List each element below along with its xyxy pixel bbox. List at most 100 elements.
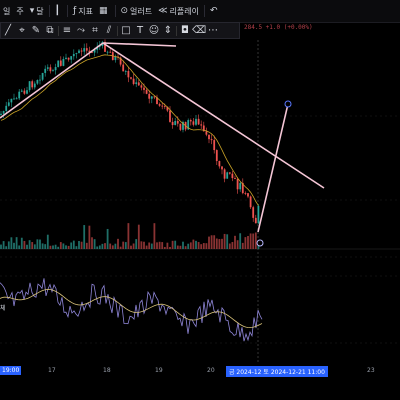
volume-bar <box>226 234 229 249</box>
candle-body <box>18 91 21 99</box>
trendline <box>257 103 289 233</box>
toolbar-item-2[interactable]: ▾ 달 <box>27 0 47 22</box>
text-icon[interactable]: T <box>136 25 144 36</box>
toolbar-item-0[interactable]: 일 <box>0 0 13 22</box>
bottom-blank-area <box>0 378 400 400</box>
candle-body <box>122 64 125 72</box>
volume-bars <box>0 223 260 249</box>
candle-body <box>83 48 86 52</box>
more-icon[interactable]: ⋯ <box>208 25 218 36</box>
cursor-icon[interactable]: ⌖ <box>19 25 25 36</box>
toolbar-item-1[interactable]: 주 <box>13 0 26 22</box>
volume-bar <box>83 225 86 249</box>
gann-icon[interactable]: ⌗ <box>92 25 98 36</box>
volume-bar <box>41 243 44 249</box>
candle-body <box>213 140 216 151</box>
volume-bar <box>62 243 65 249</box>
volume-bar <box>174 240 177 249</box>
candle-body <box>57 60 60 68</box>
time-axis-label: 17 <box>48 367 56 374</box>
toolbar-separator <box>204 5 206 17</box>
trendline-drawings[interactable] <box>0 42 325 247</box>
candle-body <box>91 52 93 54</box>
candle-body <box>241 182 244 194</box>
toolbar-item-label: 지표 <box>78 6 93 16</box>
candle-body <box>223 169 226 179</box>
volume-bar <box>205 243 208 249</box>
volume-bar <box>46 234 49 249</box>
candle-body <box>78 50 80 54</box>
candle-body <box>148 93 151 99</box>
candle-body <box>236 178 239 190</box>
time-axis-label: 20 <box>207 367 215 374</box>
volume-bar <box>208 236 210 249</box>
channel-icon[interactable]: ⫽ <box>106 25 112 36</box>
candle-body <box>163 105 166 107</box>
candle-body <box>106 51 109 53</box>
oscillator-panel <box>0 278 263 342</box>
rectangle-icon[interactable]: □ <box>121 25 131 36</box>
trendline-handle <box>284 100 292 108</box>
candle-body <box>234 178 236 179</box>
candle-body <box>257 205 260 224</box>
toolbar-separator <box>48 5 50 17</box>
volume-bar <box>0 244 2 249</box>
volume-bar <box>13 242 15 249</box>
brush-icon[interactable]: ✎ <box>31 25 41 36</box>
candle-body <box>31 81 34 88</box>
toolbar-item-6[interactable]: ⊙ 얼러트 <box>118 0 156 22</box>
trash-icon[interactable]: ⌫ <box>191 25 207 36</box>
volume-bar <box>241 242 244 249</box>
candle-body <box>72 54 75 57</box>
volume-bar <box>85 242 88 249</box>
time-axis[interactable]: 17 18 19 20 23 <box>0 364 400 378</box>
volume-bar <box>31 242 34 249</box>
toolbar-item-7[interactable]: ≪ 리플레이 <box>155 0 202 22</box>
candle-body <box>75 53 78 55</box>
toolbar-item-label: 주 <box>16 6 24 16</box>
trendline-icon[interactable]: ╱ <box>4 25 12 36</box>
volume-bar <box>234 235 236 249</box>
candle-body <box>13 98 15 100</box>
volume-bar <box>163 246 166 249</box>
time-axis-label: 23 <box>367 367 375 374</box>
toolbar-item-3[interactable]: ┃ <box>52 0 65 22</box>
candle-body <box>140 85 143 88</box>
volume-bar <box>179 245 182 249</box>
candle-body <box>26 90 28 94</box>
measure-icon[interactable]: ⇕ <box>163 25 173 36</box>
volume-bar <box>215 238 218 249</box>
candle-body <box>176 120 179 124</box>
candle-body <box>150 96 153 99</box>
volume-bar <box>75 246 78 249</box>
volume-bar <box>184 246 187 249</box>
candle-body <box>7 102 10 106</box>
candle-body <box>28 81 31 91</box>
fib-icon[interactable]: ≡ <box>62 25 72 36</box>
volume-bar <box>239 233 242 249</box>
volume-bar <box>137 224 140 249</box>
candle-body <box>132 78 135 84</box>
candle-body <box>221 166 223 170</box>
lock-icon[interactable]: ◘ <box>181 25 189 36</box>
emoji-icon[interactable]: ☺ <box>148 25 160 36</box>
toolbar-item-4[interactable]: ƒ 지표 <box>70 0 96 22</box>
volume-bar <box>119 246 122 249</box>
toolbar-item-8[interactable]: ↶ <box>207 0 223 22</box>
volume-bar <box>169 246 171 249</box>
volume-bar <box>247 235 249 249</box>
candle-body <box>119 57 122 65</box>
pattern-icon[interactable]: ⧉ <box>46 25 54 36</box>
candle-body <box>70 56 73 60</box>
volume-bar <box>189 242 192 249</box>
volume-bar <box>28 240 31 249</box>
volume-bar <box>93 239 96 249</box>
path-icon[interactable]: ⤳ <box>77 25 85 36</box>
toolbar-item-5[interactable]: ▦ <box>96 0 113 22</box>
candle-body <box>215 150 218 162</box>
drawbar-separator <box>176 25 177 36</box>
volume-bar <box>7 241 10 249</box>
volume-bar <box>44 244 47 249</box>
volume-bar <box>213 235 216 249</box>
